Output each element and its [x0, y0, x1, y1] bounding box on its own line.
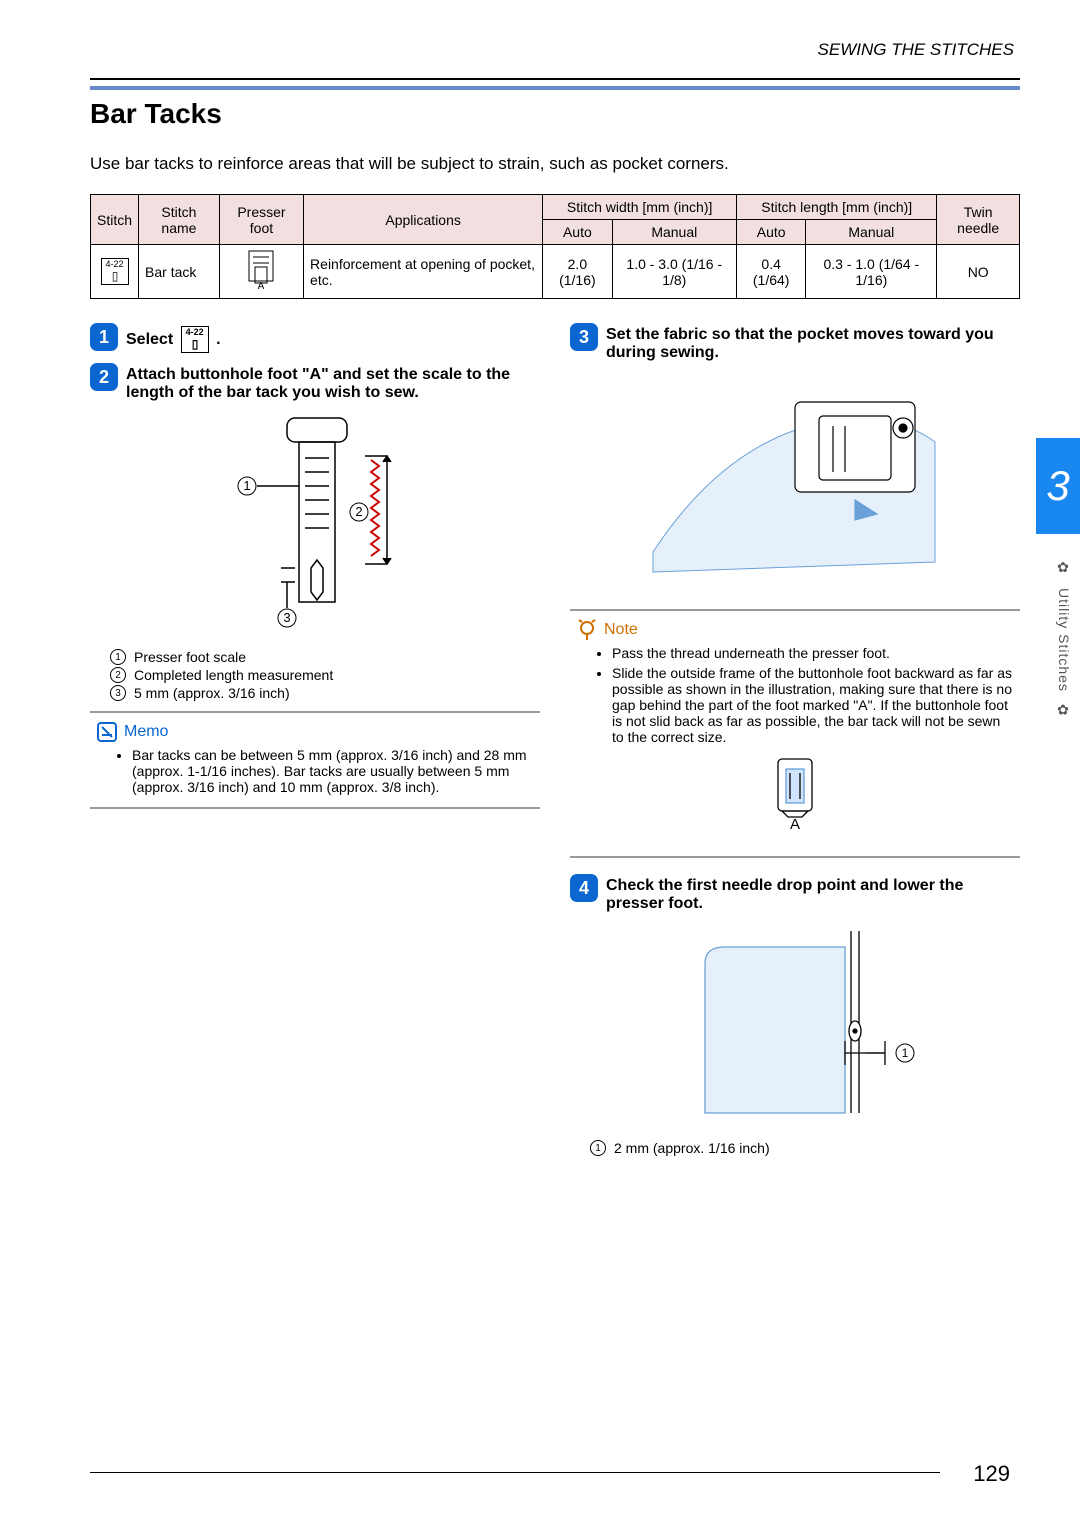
right-column: 3 Set the fabric so that the pocket move…	[570, 323, 1020, 1166]
cell-length-manual: 0.3 - 1.0 (1/64 - 1/16)	[806, 245, 937, 299]
svg-text:3: 3	[283, 610, 290, 625]
deco-icon-top: ✿	[1056, 560, 1072, 577]
step-badge-1: 1	[90, 323, 118, 351]
cell-foot: A	[219, 245, 303, 299]
memo-icon	[96, 721, 118, 743]
chapter-tab: 3	[1036, 438, 1080, 534]
th-twin: Twin needle	[937, 195, 1020, 245]
step-2: 2 Attach buttonhole foot "A" and set the…	[90, 363, 540, 402]
stitch-pattern-icon: ▯	[112, 269, 118, 283]
note-a-label: A	[790, 816, 800, 833]
cell-length-auto: 0.4 (1/64)	[737, 245, 806, 299]
step-4-text: Check the first needle drop point and lo…	[606, 874, 1020, 913]
note-item-2: Slide the outside frame of the buttonhol…	[612, 665, 1014, 745]
footer-rule	[90, 1472, 940, 1473]
page-title: Bar Tacks	[90, 98, 1020, 130]
select-stitch-icon: 4-22 ▯	[181, 326, 209, 353]
page-number: 129	[973, 1461, 1010, 1487]
left-column: 1 Select 4-22 ▯ . 2 Attach buttonhole fo…	[90, 323, 540, 1166]
note-label: Note	[604, 621, 638, 639]
legend1-3: 5 mm (approx. 3/16 inch)	[134, 685, 290, 701]
deco-icon-bottom: ✿	[1056, 703, 1072, 720]
foot-letter: A	[258, 281, 265, 291]
svg-text:2: 2	[355, 504, 362, 519]
side-label-text: Utility Stitches	[1056, 588, 1072, 692]
legend2-1: 2 mm (approx. 1/16 inch)	[614, 1140, 770, 1156]
note-item-1: Pass the thread underneath the presser f…	[612, 645, 1014, 661]
th-width: Stitch width [mm (inch)]	[543, 195, 737, 220]
svg-text:1: 1	[902, 1046, 909, 1060]
stitch-icon: 4-22 ▯	[101, 258, 129, 285]
step-3: 3 Set the fabric so that the pocket move…	[570, 323, 1020, 362]
th-length: Stitch length [mm (inch)]	[737, 195, 937, 220]
circ-3: 3	[110, 685, 126, 701]
memo-label: Memo	[124, 723, 168, 741]
step-3-text: Set the fabric so that the pocket moves …	[606, 323, 1020, 362]
table-row: 4-22 ▯ Bar tack A Reinforcement at openi…	[91, 245, 1020, 299]
rule	[90, 78, 1020, 80]
th-width-auto: Auto	[543, 220, 612, 245]
th-length-manual: Manual	[806, 220, 937, 245]
note-box: Note Pass the thread underneath the pres…	[570, 609, 1020, 858]
stitch-table: Stitch Stitch name Presser foot Applicat…	[90, 194, 1020, 299]
step-1-text: Select	[126, 331, 173, 348]
cell-width-auto: 2.0 (1/16)	[543, 245, 612, 299]
step-1: 1 Select 4-22 ▯ .	[90, 323, 540, 353]
page-title-wrap: Bar Tacks	[90, 86, 1020, 130]
memo-text: Bar tacks can be between 5 mm (approx. 3…	[132, 747, 534, 795]
legend1-1: Presser foot scale	[134, 649, 246, 665]
step-badge-2: 2	[90, 363, 118, 391]
cell-apps: Reinforcement at opening of pocket, etc.	[304, 245, 543, 299]
cell-name: Bar tack	[139, 245, 220, 299]
step-4: 4 Check the first needle drop point and …	[570, 874, 1020, 913]
th-apps: Applications	[304, 195, 543, 245]
step-1-suffix: .	[216, 331, 220, 348]
svg-text:1: 1	[243, 478, 250, 493]
intro-text: Use bar tacks to reinforce areas that wi…	[90, 154, 1020, 174]
cell-width-manual: 1.0 - 3.0 (1/16 - 1/8)	[612, 245, 737, 299]
section-header: SEWING THE STITCHES	[90, 40, 1020, 60]
cell-twin: NO	[937, 245, 1020, 299]
th-stitch: Stitch	[91, 195, 139, 245]
figure-pocket-sewing	[570, 372, 1020, 597]
th-name: Stitch name	[139, 195, 220, 245]
legend-figure1: 1 Presser foot scale 2 Completed length me…	[110, 649, 540, 701]
figure-needle-drop: 1	[570, 923, 1020, 1128]
legend-figure4: 1 2 mm (approx. 1/16 inch)	[590, 1140, 1020, 1156]
step-2-text: Attach buttonhole foot "A" and set the s…	[126, 363, 540, 402]
th-foot: Presser foot	[219, 195, 303, 245]
step-badge-3: 3	[570, 323, 598, 351]
circ-1b: 1	[590, 1140, 606, 1156]
figure-presser-foot-scale: 1 2 3	[90, 412, 540, 637]
cell-stitch: 4-22 ▯	[91, 245, 139, 299]
step-badge-4: 4	[570, 874, 598, 902]
presser-foot-icon: A	[243, 249, 279, 291]
memo-box: Memo Bar tacks can be between 5 mm (appr…	[90, 711, 540, 809]
select-stitch-pattern: ▯	[192, 337, 198, 351]
figure-note-a: A	[576, 755, 1014, 838]
legend1-2: Completed length measurement	[134, 667, 333, 683]
circ-2: 2	[110, 667, 126, 683]
th-width-manual: Manual	[612, 220, 737, 245]
chapter-label: ✿ Utility Stitches ✿	[1056, 560, 1072, 720]
note-icon	[576, 619, 598, 641]
th-length-auto: Auto	[737, 220, 806, 245]
circ-1: 1	[110, 649, 126, 665]
